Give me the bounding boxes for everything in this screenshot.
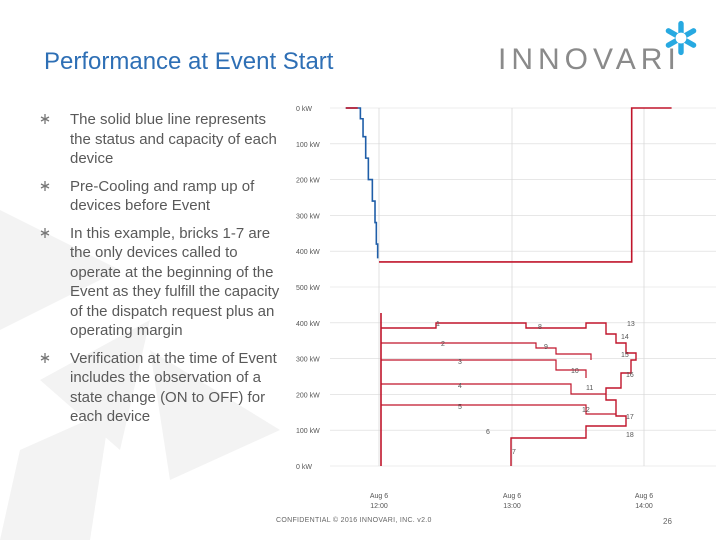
y-tick-label: 0 kW [296, 106, 312, 113]
x-tick-time: 14:00 [635, 503, 653, 510]
blue-capacity-line [345, 107, 379, 259]
brick-label: 8 [538, 324, 542, 331]
y-tick-label: 300 kW [296, 213, 320, 220]
y-tick-label: 400 kW [296, 249, 320, 256]
brick-label: 9 [544, 344, 548, 351]
bullet-asterisk-icon [40, 227, 50, 238]
bullet-asterisk-icon [40, 180, 50, 191]
y-tick-label: 500 kW [296, 285, 320, 292]
red-dispatch-line [379, 107, 672, 263]
brick-label: 11 [586, 385, 593, 392]
brick-label: 15 [621, 352, 629, 359]
y-tick-label: 200 kW [296, 392, 320, 399]
red-brick-step [381, 383, 606, 395]
y-tick-label: 100 kW [296, 428, 320, 435]
bullet-item: Verification at the time of Event includ… [40, 349, 290, 427]
x-tick-date: Aug 6 [503, 493, 521, 500]
brick-label: 6 [486, 429, 490, 436]
brick-label: 3 [458, 359, 462, 366]
asterisk-logo-icon [665, 20, 697, 56]
bullet-text: The solid blue line represents the statu… [70, 111, 277, 167]
bullet-text: Verification at the time of Event includ… [70, 349, 277, 426]
x-tick-time: 13:00 [503, 503, 521, 510]
brick-label: 5 [458, 404, 462, 411]
page-number: 26 [663, 517, 672, 526]
x-tick-date: Aug 6 [370, 493, 388, 500]
brick-label: 10 [571, 368, 579, 375]
y-tick-label: 0 kW [296, 464, 312, 471]
bullet-item: In this example, bricks 1-7 are the only… [40, 224, 290, 341]
footer-confidential: CONFIDENTIAL © 2016 INNOVARI, INC. v2.0 [276, 517, 432, 524]
brick-label: 16 [626, 372, 634, 379]
y-tick-label: 300 kW [296, 357, 320, 364]
bullet-item: The solid blue line represents the statu… [40, 110, 290, 169]
red-brick-step [381, 359, 587, 378]
brick-label: 12 [582, 407, 590, 414]
brick-label: 1 [436, 321, 440, 328]
brick-label: 13 [627, 321, 635, 328]
y-tick-label: 100 kW [296, 142, 320, 149]
y-tick-label: 200 kW [296, 178, 320, 185]
bullet-item: Pre-Cooling and ramp up of devices befor… [40, 177, 290, 216]
bullet-asterisk-icon [40, 352, 50, 363]
red-brick-step [381, 342, 592, 360]
company-logo: INNOVARI [498, 20, 697, 78]
brick-label: 18 [626, 432, 634, 439]
bullet-text: In this example, bricks 1-7 are the only… [70, 224, 280, 340]
brick-label: 4 [458, 383, 462, 390]
bullet-asterisk-icon [40, 114, 50, 124]
x-tick-date: Aug 6 [635, 493, 653, 500]
red-brick-step [381, 404, 616, 415]
x-tick-time: 12:00 [370, 503, 388, 510]
y-tick-label: 400 kW [296, 321, 320, 328]
bullet-list: The solid blue line represents the statu… [40, 110, 290, 435]
brick-label: 17 [626, 414, 634, 421]
red-brick-outline [381, 322, 637, 466]
brick-label: 14 [621, 334, 629, 341]
brick-label: 7 [512, 449, 516, 456]
slide-title: Performance at Event Start [44, 48, 334, 75]
logo-text: INNOVARI [498, 43, 681, 76]
brick-label: 2 [441, 341, 445, 348]
bullet-text: Pre-Cooling and ramp up of devices befor… [70, 177, 255, 215]
background-watermark [0, 210, 280, 540]
